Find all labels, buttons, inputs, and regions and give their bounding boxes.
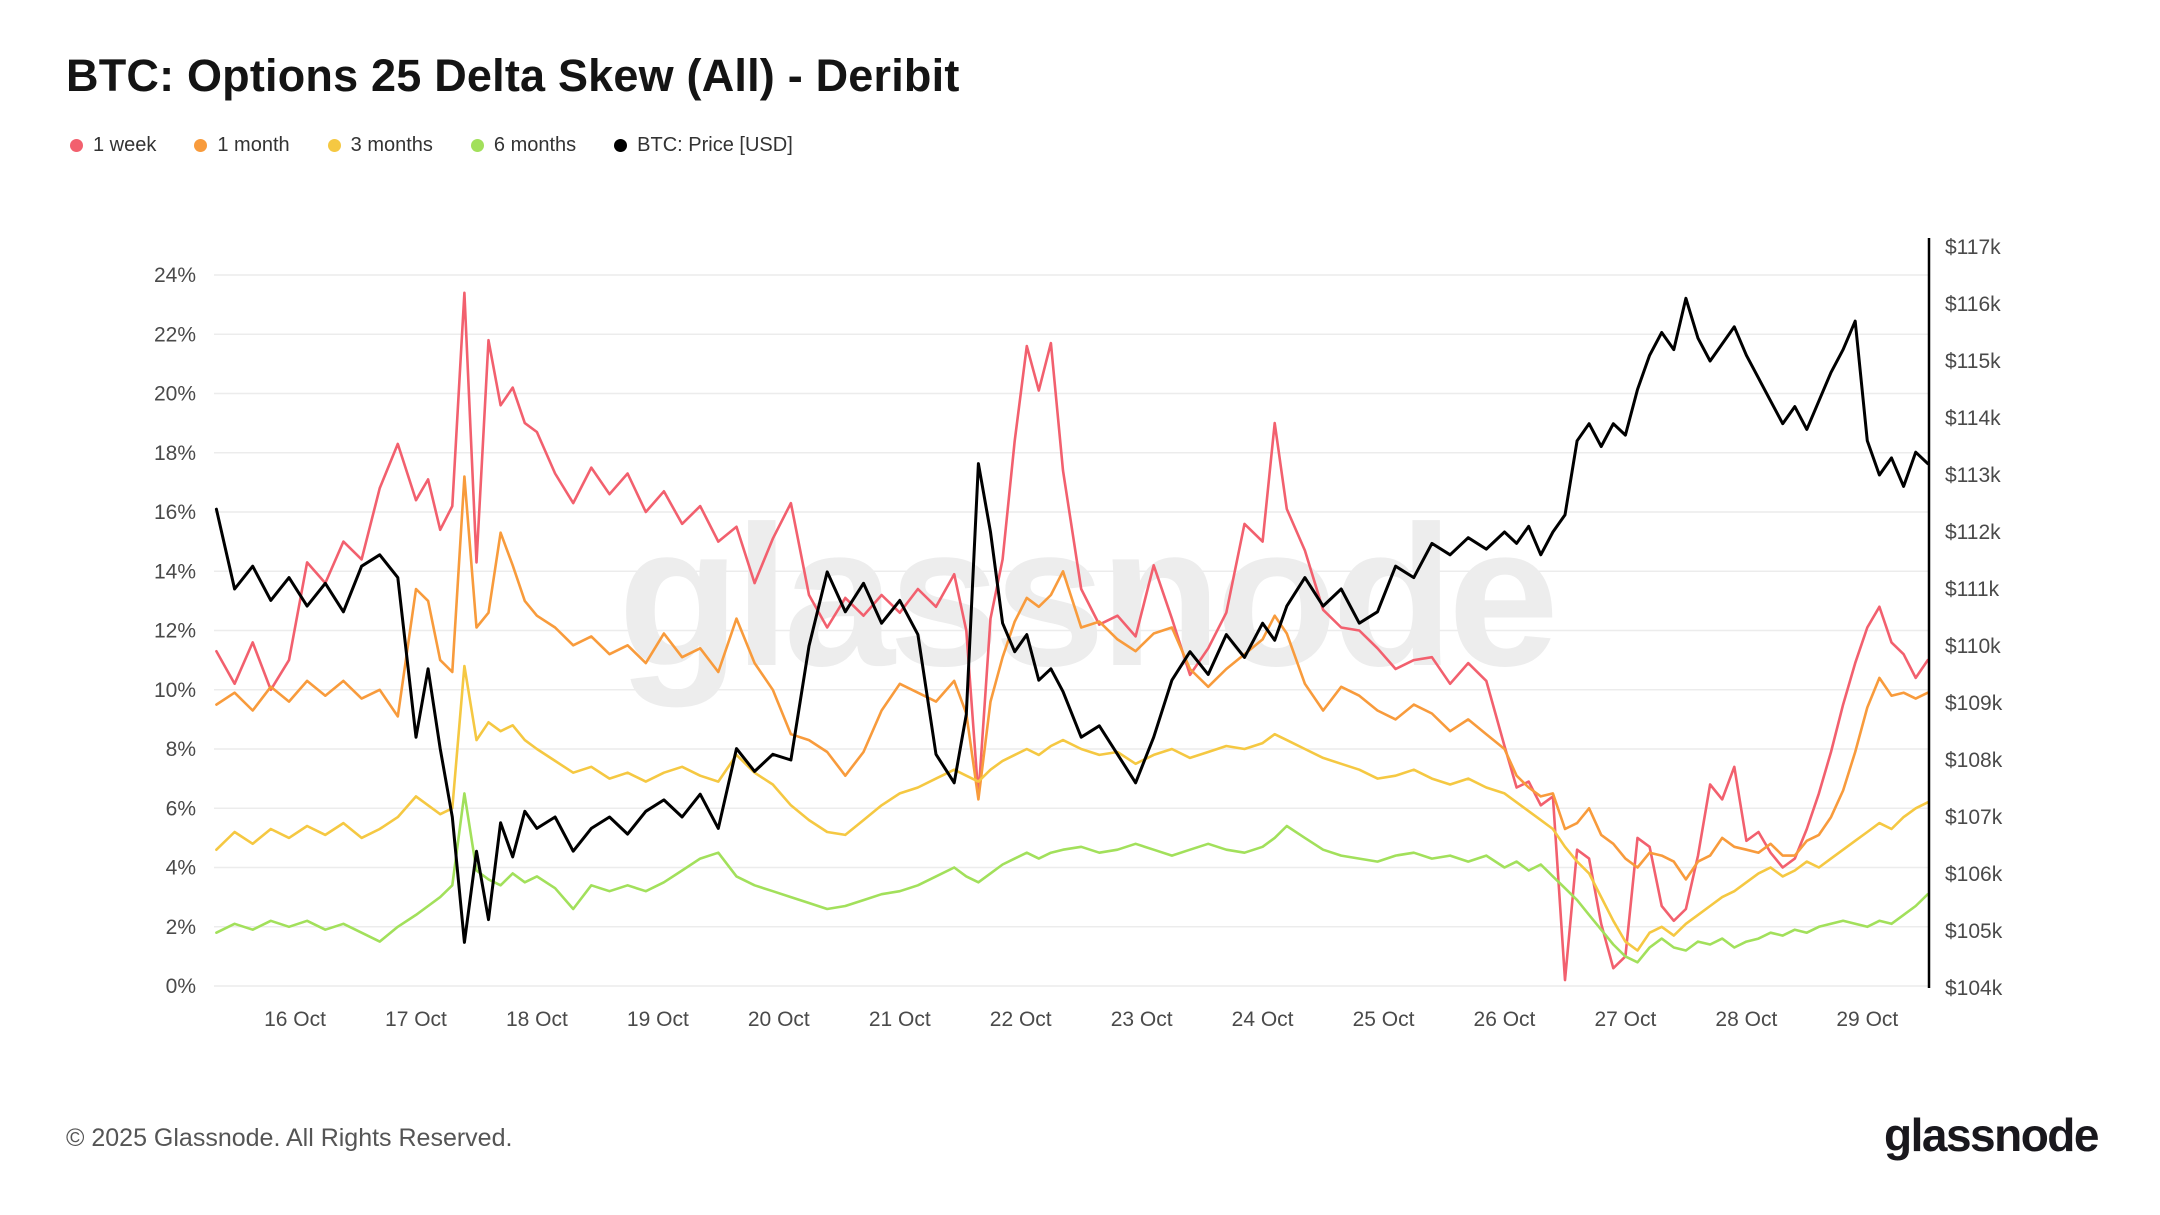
x-axis-tick-label: 29 Oct xyxy=(1836,1008,1898,1031)
series-line-1-month xyxy=(215,475,1930,881)
legend-label-1-week: 1 week xyxy=(93,134,157,156)
series-line-6-months xyxy=(215,792,1930,964)
right-axis-tick-label: $113k xyxy=(1945,464,2001,487)
x-axis-tick-label: 16 Oct xyxy=(264,1008,326,1031)
x-axis-tick-label: 26 Oct xyxy=(1474,1008,1536,1031)
left-axis-tick-label: 24% xyxy=(154,264,196,287)
chart-title: BTC: Options 25 Delta Skew (All) - Derib… xyxy=(66,50,960,101)
glassnode-logo[interactable]: glassnode xyxy=(1883,1109,2100,1161)
right-axis-tick-label: $105k xyxy=(1945,920,2003,943)
left-axis-tick-label: 14% xyxy=(154,560,196,583)
legend-item-1-week[interactable]: 1 week xyxy=(70,134,156,157)
left-axis-tick-label: 0% xyxy=(166,975,196,998)
right-axis-tick-label: $116k xyxy=(1945,293,2001,316)
left-axis-tick-label: 18% xyxy=(154,442,196,465)
legend-dot-6-months-icon xyxy=(470,139,484,152)
right-axis-tick-label: $115k xyxy=(1945,350,2001,373)
left-axis-tick-label: 22% xyxy=(154,323,196,346)
x-axis-tick-label: 27 Oct xyxy=(1594,1008,1656,1031)
series-line-btc-price-usd xyxy=(214,296,1930,944)
legend-dot-1-month-icon xyxy=(194,139,208,152)
x-axis-tick-label: 23 Oct xyxy=(1111,1008,1173,1031)
legend-label-6-months: 6 months xyxy=(493,134,577,156)
x-axis-tick-label: 21 Oct xyxy=(869,1008,931,1031)
left-axis-tick-label: 2% xyxy=(166,916,196,939)
left-axis-tick-label: 8% xyxy=(166,738,196,761)
right-axis-tick-label: $104k xyxy=(1945,977,2003,1000)
right-axis-tick-label: $110k xyxy=(1945,635,2001,658)
copyright-notice: © 2025 Glassnode. All Rights Reserved. xyxy=(66,1124,513,1152)
legend: 1 week 1 month 3 months 6 months BTC: Pr… xyxy=(70,134,793,157)
x-axis-tick-label: 19 Oct xyxy=(627,1008,689,1031)
right-axis-tick-label: $107k xyxy=(1945,806,2003,829)
legend-item-3-months[interactable]: 3 months xyxy=(327,134,433,157)
left-axis-tick-label: 20% xyxy=(154,383,196,406)
legend-item-6-months[interactable]: 6 months xyxy=(470,134,577,157)
skew-price-chart: 0% 2% 4% 6% 8% 10% 12% 14% 16% 18% 20% 22% 24% glassn… xyxy=(154,236,2003,1031)
glassnode-watermark: glassnode xyxy=(618,485,1553,708)
left-axis-tick-label: 10% xyxy=(154,679,196,702)
left-axis-tick-label: 16% xyxy=(154,501,196,524)
x-axis-tick-label: 17 Oct xyxy=(385,1008,447,1031)
series-line-3-months xyxy=(215,664,1930,952)
x-axis-tick-label: 25 Oct xyxy=(1353,1008,1415,1031)
x-axis-tick-label: 18 Oct xyxy=(506,1008,568,1031)
right-axis-tick-label: $114k xyxy=(1945,407,2001,430)
legend-label-3-months: 3 months xyxy=(350,134,433,156)
legend-label-btc-price: BTC: Price [USD] xyxy=(637,134,793,156)
x-axis-tick-label: 20 Oct xyxy=(748,1008,810,1031)
right-axis-tick-label: $117k xyxy=(1945,236,2001,259)
left-axis-tick-label: 4% xyxy=(166,857,196,880)
left-axis-tick-label: 6% xyxy=(166,797,196,820)
series-line-1-week xyxy=(215,291,1930,982)
x-axis-tick-label: 22 Oct xyxy=(990,1008,1052,1031)
right-axis-tick-label: $108k xyxy=(1945,749,2003,772)
legend-dot-btc-price-icon xyxy=(614,139,628,152)
x-axis-tick-label: 24 Oct xyxy=(1232,1008,1294,1031)
legend-item-btc-price[interactable]: BTC: Price [USD] xyxy=(614,134,793,157)
left-axis-tick-label: 12% xyxy=(154,620,196,643)
legend-item-1-month[interactable]: 1 month xyxy=(194,134,290,157)
right-axis-tick-label: $106k xyxy=(1945,863,2003,886)
x-axis-tick-label: 28 Oct xyxy=(1715,1008,1777,1031)
right-axis-tick-label: $112k xyxy=(1945,521,2001,544)
legend-label-1-month: 1 month xyxy=(217,134,290,156)
right-axis-tick-label: $109k xyxy=(1945,692,2003,715)
right-axis-tick-label: $111k xyxy=(1945,578,2000,601)
legend-dot-3-months-icon xyxy=(327,139,341,152)
legend-dot-1-week-icon xyxy=(70,139,83,152)
